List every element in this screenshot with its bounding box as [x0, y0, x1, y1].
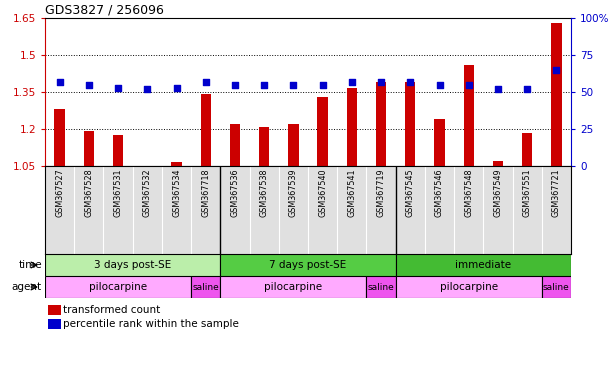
Text: pilocarpine: pilocarpine	[265, 282, 323, 292]
Text: GSM367719: GSM367719	[376, 169, 386, 217]
Bar	[259, 127, 269, 166]
Text: GSM367551: GSM367551	[522, 169, 532, 217]
Text: GSM367538: GSM367538	[260, 169, 269, 217]
Bar	[493, 161, 503, 166]
Bar	[464, 65, 474, 166]
Bar	[172, 162, 181, 166]
Text: GSM367721: GSM367721	[552, 169, 561, 217]
Bar	[434, 119, 445, 166]
Text: saline: saline	[368, 283, 395, 291]
Text: GSM367528: GSM367528	[84, 169, 93, 217]
Point	[434, 81, 444, 88]
Bar	[396, 254, 571, 276]
Bar	[54, 109, 65, 166]
Bar	[367, 276, 396, 298]
Point	[288, 81, 298, 88]
Text: GSM367534: GSM367534	[172, 169, 181, 217]
Text: saline: saline	[543, 283, 570, 291]
Bar	[551, 23, 562, 166]
Point	[347, 79, 357, 85]
Bar	[318, 97, 327, 166]
Point	[405, 79, 415, 85]
Point	[142, 86, 152, 92]
Bar	[396, 276, 542, 298]
Bar	[230, 124, 240, 166]
Text: time: time	[18, 260, 42, 270]
Bar	[221, 254, 396, 276]
Text: 3 days post-SE: 3 days post-SE	[94, 260, 171, 270]
Bar	[542, 276, 571, 298]
Text: GSM367532: GSM367532	[143, 169, 152, 217]
Bar	[48, 305, 60, 314]
Text: GDS3827 / 256096: GDS3827 / 256096	[45, 4, 164, 17]
Text: percentile rank within the sample: percentile rank within the sample	[64, 319, 240, 329]
Text: GSM367546: GSM367546	[435, 169, 444, 217]
Text: 7 days post-SE: 7 days post-SE	[269, 260, 346, 270]
Bar	[191, 276, 221, 298]
Text: GSM367541: GSM367541	[347, 169, 356, 217]
Bar	[84, 131, 94, 166]
Point	[552, 67, 562, 73]
Text: GSM367536: GSM367536	[230, 169, 240, 217]
Text: pilocarpine: pilocarpine	[89, 282, 147, 292]
Point	[376, 79, 386, 85]
Text: GSM367531: GSM367531	[114, 169, 123, 217]
Text: GSM367549: GSM367549	[494, 169, 502, 217]
Text: GSM367548: GSM367548	[464, 169, 474, 217]
Bar	[346, 88, 357, 166]
Text: agent: agent	[12, 282, 42, 292]
Text: GSM367545: GSM367545	[406, 169, 415, 217]
Bar	[113, 135, 123, 166]
Text: GSM367540: GSM367540	[318, 169, 327, 217]
Bar	[376, 82, 386, 166]
Text: saline: saline	[192, 283, 219, 291]
Text: GSM367718: GSM367718	[201, 169, 210, 217]
Bar	[288, 124, 299, 166]
Text: GSM367527: GSM367527	[55, 169, 64, 217]
Point	[113, 84, 123, 91]
Point	[55, 79, 65, 85]
Point	[201, 79, 211, 85]
Bar	[221, 276, 367, 298]
Bar	[200, 94, 211, 166]
Point	[230, 81, 240, 88]
Bar	[48, 319, 60, 329]
Point	[259, 81, 269, 88]
Point	[493, 86, 503, 92]
Point	[84, 81, 93, 88]
Bar	[45, 254, 221, 276]
Point	[522, 86, 532, 92]
Bar	[522, 133, 532, 166]
Point	[172, 84, 181, 91]
Point	[318, 81, 327, 88]
Bar	[405, 82, 415, 166]
Bar	[45, 276, 191, 298]
Point	[464, 81, 474, 88]
Text: GSM367539: GSM367539	[289, 169, 298, 217]
Text: pilocarpine: pilocarpine	[440, 282, 498, 292]
Text: immediate: immediate	[455, 260, 511, 270]
Text: transformed count: transformed count	[64, 305, 161, 315]
